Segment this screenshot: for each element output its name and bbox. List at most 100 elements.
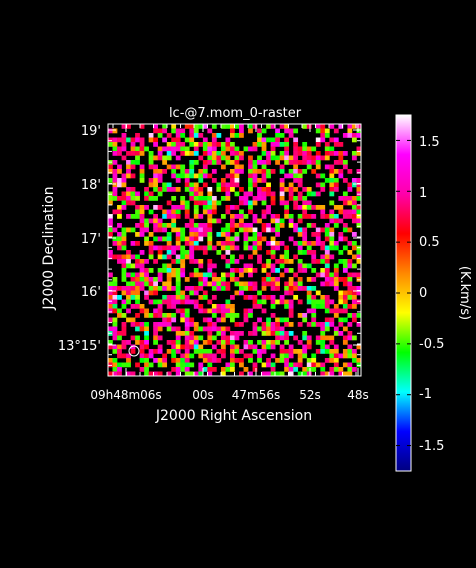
heatmap-cell: [338, 367, 344, 372]
heatmap-cell: [329, 124, 335, 129]
heatmap-cell: [275, 245, 280, 251]
heatmap-cell: [261, 178, 267, 183]
heatmap-cell: [284, 349, 290, 354]
heatmap-cell: [193, 160, 199, 165]
heatmap-cell: [121, 326, 127, 332]
heatmap-cell: [302, 196, 308, 201]
heatmap-cell: [234, 268, 240, 273]
heatmap-cell: [288, 155, 294, 161]
heatmap-cell: [193, 299, 199, 305]
heatmap-cell: [220, 151, 226, 156]
heatmap-cell: [166, 340, 172, 345]
heatmap-cell: [184, 353, 190, 359]
heatmap-cell: [207, 362, 213, 368]
heatmap-cell: [270, 191, 276, 197]
heatmap-cell: [139, 358, 145, 363]
heatmap-cell: [171, 245, 177, 251]
heatmap-cell: [157, 205, 163, 210]
heatmap-cell: [225, 313, 231, 318]
heatmap-cell: [266, 272, 271, 278]
heatmap-cell: [162, 182, 168, 188]
heatmap-cell: [171, 259, 177, 264]
heatmap-cell: [184, 344, 190, 350]
heatmap-cell: [144, 146, 149, 152]
heatmap-cell: [306, 286, 312, 291]
heatmap-cell: [117, 245, 122, 251]
heatmap-cell: [306, 191, 312, 197]
heatmap-cell: [279, 331, 285, 336]
heatmap-cell: [266, 371, 271, 377]
heatmap-cell: [144, 236, 149, 242]
heatmap-cell: [302, 236, 308, 242]
y-tick-label: 16': [81, 285, 101, 300]
heatmap-cell: [329, 191, 335, 197]
heatmap-cell: [297, 281, 303, 287]
heatmap-cell: [239, 169, 244, 174]
heatmap-cell: [130, 344, 136, 350]
heatmap-cell: [347, 304, 353, 309]
heatmap-cell: [266, 151, 271, 156]
heatmap-cell: [356, 146, 362, 152]
heatmap-cell: [112, 371, 118, 377]
heatmap-cell: [261, 209, 267, 215]
heatmap-cell: [112, 367, 118, 372]
heatmap-cell: [108, 344, 113, 350]
heatmap-cells: [108, 124, 362, 377]
heatmap-cell: [184, 187, 190, 192]
heatmap-cell: [229, 340, 235, 345]
heatmap-cell: [180, 250, 186, 255]
heatmap-cell: [306, 362, 312, 368]
heatmap-cell: [243, 200, 249, 206]
heatmap-cell: [130, 263, 136, 269]
heatmap-cell: [320, 335, 326, 341]
heatmap-cell: [117, 182, 122, 188]
heatmap-cell: [248, 371, 253, 377]
heatmap-cell: [198, 227, 204, 233]
heatmap-cell: [279, 263, 285, 269]
heatmap-cell: [257, 187, 262, 192]
heatmap-cell: [338, 290, 344, 296]
heatmap-cell: [270, 241, 276, 246]
heatmap-cell: [338, 124, 344, 129]
heatmap-cell: [112, 169, 118, 174]
heatmap-cell: [166, 322, 172, 327]
heatmap-cell: [275, 277, 280, 282]
heatmap-cell: [175, 277, 181, 282]
heatmap-cell: [207, 196, 213, 201]
heatmap-cell: [279, 241, 285, 246]
heatmap-cell: [112, 326, 118, 332]
heatmap-cell: [342, 236, 348, 242]
heatmap-cell: [144, 313, 149, 318]
heatmap-cell: [117, 367, 122, 372]
heatmap-cell: [248, 128, 253, 134]
heatmap-cell: [202, 367, 208, 372]
heatmap-cell: [252, 241, 258, 246]
heatmap-cell: [216, 250, 222, 255]
heatmap-cell: [315, 236, 321, 242]
heatmap-cell: [180, 299, 186, 305]
heatmap-cell: [139, 268, 145, 273]
heatmap-cell: [229, 344, 235, 350]
heatmap-cell: [139, 344, 145, 350]
heatmap-cell: [333, 214, 339, 219]
heatmap-cell: [220, 272, 226, 278]
heatmap-cell: [347, 124, 353, 129]
heatmap-cell: [216, 317, 222, 323]
heatmap-cell: [144, 272, 149, 278]
heatmap-cell: [342, 340, 348, 345]
heatmap-cell: [239, 227, 244, 233]
heatmap-cell: [333, 277, 339, 282]
heatmap-cell: [211, 263, 217, 269]
heatmap-cell: [288, 277, 294, 282]
heatmap-cell: [180, 308, 186, 314]
heatmap-cell: [193, 326, 199, 332]
heatmap-cell: [135, 151, 140, 156]
heatmap-cell: [144, 362, 149, 368]
heatmap-cell: [175, 232, 181, 237]
heatmap-cell: [135, 241, 140, 246]
heatmap-cell: [180, 313, 186, 318]
heatmap-cell: [153, 335, 158, 341]
heatmap-cell: [257, 241, 262, 246]
heatmap-cell: [243, 313, 249, 318]
heatmap-cell: [324, 250, 330, 255]
